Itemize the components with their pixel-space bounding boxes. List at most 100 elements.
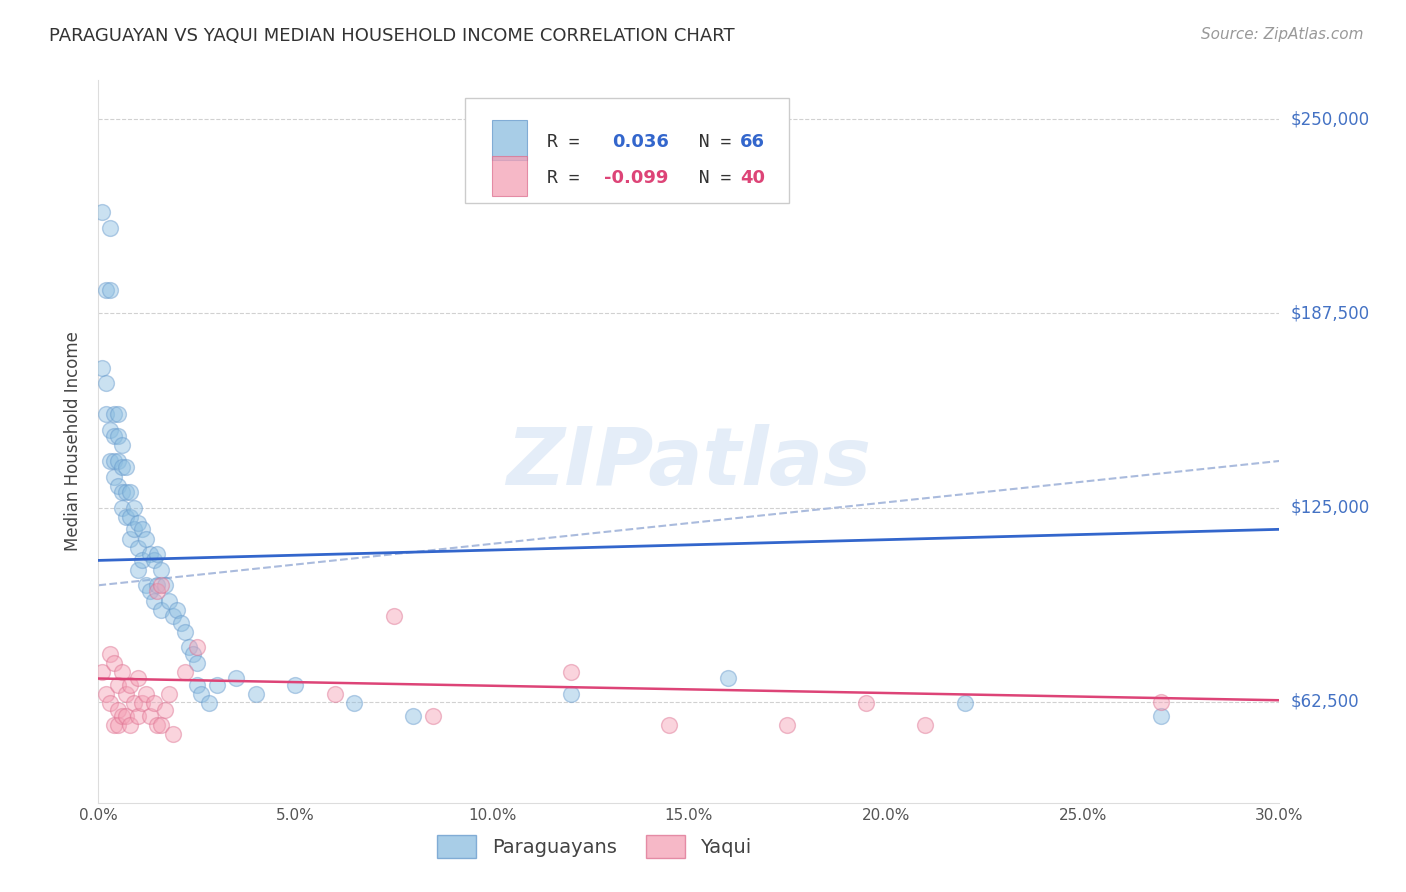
Point bbox=[245, 687, 267, 701]
Point bbox=[131, 522, 153, 536]
Point bbox=[122, 500, 145, 515]
Point bbox=[174, 624, 197, 639]
Point bbox=[118, 509, 141, 524]
Point bbox=[118, 718, 141, 732]
Point bbox=[122, 697, 145, 711]
Point bbox=[107, 454, 129, 468]
Point bbox=[107, 479, 129, 493]
Text: 66: 66 bbox=[740, 133, 765, 151]
Point bbox=[127, 516, 149, 530]
Point bbox=[658, 718, 681, 732]
FancyBboxPatch shape bbox=[492, 156, 527, 196]
Point bbox=[174, 665, 197, 680]
Point bbox=[96, 408, 118, 422]
Point bbox=[107, 718, 129, 732]
Point bbox=[96, 283, 118, 297]
Text: R =: R = bbox=[547, 133, 602, 151]
Point bbox=[177, 640, 200, 655]
Point bbox=[284, 678, 307, 692]
Point bbox=[170, 615, 193, 630]
Y-axis label: Median Household Income: Median Household Income bbox=[65, 332, 83, 551]
Point bbox=[115, 485, 138, 500]
Point bbox=[111, 485, 134, 500]
Point bbox=[142, 697, 165, 711]
Point bbox=[103, 718, 125, 732]
Point bbox=[402, 708, 425, 723]
Point bbox=[166, 603, 188, 617]
Point bbox=[1150, 708, 1173, 723]
Point bbox=[127, 672, 149, 686]
Point bbox=[157, 594, 180, 608]
Point bbox=[323, 687, 346, 701]
Point bbox=[96, 376, 118, 391]
Point bbox=[422, 708, 444, 723]
Point bbox=[914, 718, 936, 732]
Point bbox=[186, 640, 208, 655]
Point bbox=[186, 656, 208, 670]
Point bbox=[115, 708, 138, 723]
Point bbox=[205, 678, 228, 692]
Point bbox=[118, 485, 141, 500]
Point bbox=[91, 360, 114, 375]
FancyBboxPatch shape bbox=[464, 98, 789, 203]
Point bbox=[186, 678, 208, 692]
Point bbox=[98, 220, 121, 235]
Point bbox=[150, 603, 173, 617]
Point bbox=[127, 563, 149, 577]
Point bbox=[107, 678, 129, 692]
Point bbox=[107, 429, 129, 443]
Point bbox=[157, 687, 180, 701]
Text: 40: 40 bbox=[740, 169, 765, 186]
Point bbox=[91, 665, 114, 680]
Point bbox=[122, 522, 145, 536]
Point bbox=[111, 665, 134, 680]
Point bbox=[135, 687, 157, 701]
Point bbox=[142, 594, 165, 608]
Text: Source: ZipAtlas.com: Source: ZipAtlas.com bbox=[1201, 27, 1364, 42]
Point bbox=[107, 408, 129, 422]
Text: $250,000: $250,000 bbox=[1291, 110, 1369, 128]
Point bbox=[146, 584, 169, 599]
Point bbox=[111, 500, 134, 515]
Point bbox=[98, 697, 121, 711]
Point bbox=[382, 609, 405, 624]
Point bbox=[343, 697, 366, 711]
Point bbox=[225, 672, 247, 686]
Point bbox=[103, 454, 125, 468]
Point bbox=[127, 708, 149, 723]
FancyBboxPatch shape bbox=[492, 120, 527, 160]
Point bbox=[115, 509, 138, 524]
Point bbox=[98, 454, 121, 468]
Point bbox=[162, 727, 184, 741]
Point bbox=[138, 547, 160, 561]
Text: N =: N = bbox=[678, 133, 742, 151]
Point bbox=[560, 665, 582, 680]
Point bbox=[150, 718, 173, 732]
Point bbox=[135, 532, 157, 546]
Point bbox=[131, 553, 153, 567]
Point bbox=[103, 469, 125, 483]
Point bbox=[560, 687, 582, 701]
Point bbox=[111, 460, 134, 475]
Text: $62,500: $62,500 bbox=[1291, 693, 1360, 711]
Point bbox=[197, 697, 219, 711]
Point bbox=[103, 656, 125, 670]
Point bbox=[115, 687, 138, 701]
Point bbox=[155, 578, 177, 592]
Point bbox=[142, 553, 165, 567]
Text: ZIPatlas: ZIPatlas bbox=[506, 425, 872, 502]
Point bbox=[103, 429, 125, 443]
Point bbox=[111, 438, 134, 452]
Point bbox=[146, 547, 169, 561]
Point bbox=[138, 708, 160, 723]
Text: -0.099: -0.099 bbox=[605, 169, 668, 186]
Point bbox=[96, 687, 118, 701]
Point bbox=[98, 283, 121, 297]
Text: $125,000: $125,000 bbox=[1291, 499, 1369, 516]
Point bbox=[776, 718, 799, 732]
Point bbox=[717, 672, 740, 686]
Point bbox=[107, 702, 129, 716]
Point bbox=[135, 578, 157, 592]
Point bbox=[953, 697, 976, 711]
Point bbox=[1150, 695, 1173, 709]
